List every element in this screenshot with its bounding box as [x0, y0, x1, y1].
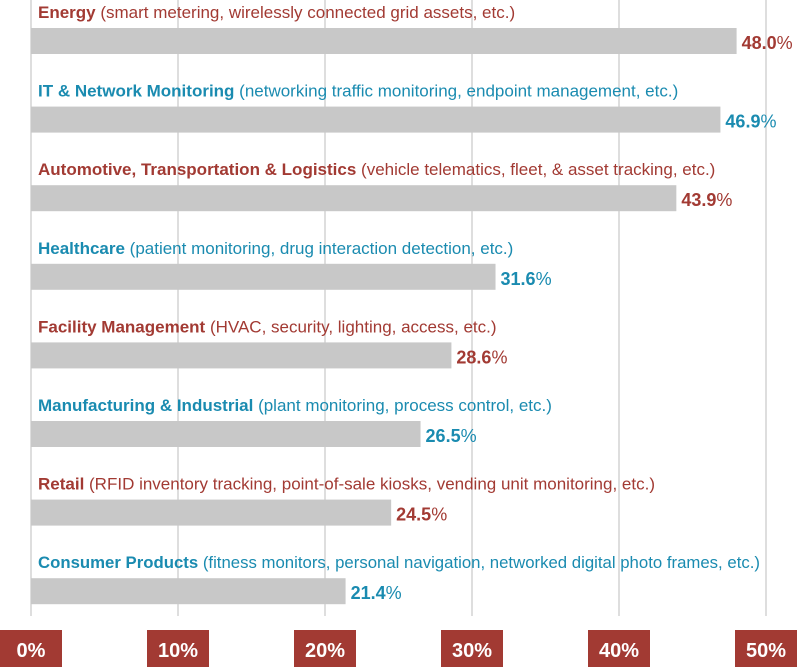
- value-label-3: 31.6%: [501, 269, 552, 289]
- category-label-4: Facility Management (HVAC, security, lig…: [38, 317, 497, 336]
- x-tick-badge-4: [588, 630, 650, 667]
- value-percent-sign-6: %: [431, 505, 447, 525]
- value-number-1: 46.9: [725, 112, 760, 132]
- bar-3: [31, 263, 496, 290]
- x-tick-label-1: 10%: [158, 640, 198, 662]
- x-tick-badge-0: [0, 630, 62, 667]
- bar-2: [31, 185, 677, 212]
- value-number-0: 48.0: [742, 33, 777, 53]
- value-number-2: 43.9: [681, 190, 716, 210]
- category-name-4: Facility Management: [38, 317, 206, 336]
- category-label-6: Retail (RFID inventory tracking, point-o…: [38, 475, 655, 494]
- category-name-0: Energy: [38, 3, 96, 22]
- value-label-4: 28.6%: [456, 347, 507, 367]
- category-description-1: (networking traffic monitoring, endpoint…: [234, 82, 678, 101]
- category-label-7: Consumer Products (fitness monitors, per…: [38, 553, 760, 572]
- value-number-5: 26.5: [426, 426, 461, 446]
- category-name-6: Retail: [38, 475, 84, 494]
- category-label-1: IT & Network Monitoring (networking traf…: [38, 82, 678, 101]
- value-percent-sign-5: %: [461, 426, 477, 446]
- category-label-3: Healthcare (patient monitoring, drug int…: [38, 239, 513, 258]
- value-percent-sign-3: %: [536, 269, 552, 289]
- value-label-6: 24.5%: [396, 505, 447, 525]
- value-label-2: 43.9%: [681, 190, 732, 210]
- category-name-3: Healthcare: [38, 239, 125, 258]
- x-tick-label-5: 50%: [746, 640, 786, 662]
- value-percent-sign-2: %: [716, 190, 732, 210]
- bar-6: [31, 499, 392, 526]
- category-description-7: (fitness monitors, personal navigation, …: [198, 553, 760, 572]
- value-percent-sign-4: %: [491, 347, 507, 367]
- value-number-7: 21.4: [351, 583, 386, 603]
- category-name-1: IT & Network Monitoring: [38, 82, 234, 101]
- value-label-5: 26.5%: [426, 426, 477, 446]
- value-number-3: 31.6: [501, 269, 536, 289]
- category-description-5: (plant monitoring, process control, etc.…: [253, 396, 552, 415]
- x-tick-badge-5: [735, 630, 797, 667]
- bar-4: [31, 342, 452, 369]
- x-tick-label-0: 0%: [17, 640, 46, 662]
- category-description-0: (smart metering, wirelessly connected gr…: [96, 3, 515, 22]
- value-number-6: 24.5: [396, 505, 431, 525]
- value-label-7: 21.4%: [351, 583, 402, 603]
- value-percent-sign-7: %: [386, 583, 402, 603]
- bar-0: [31, 28, 737, 54]
- category-label-2: Automotive, Transportation & Logistics (…: [38, 160, 715, 179]
- value-label-0: 48.0%: [742, 33, 793, 53]
- category-description-2: (vehicle telematics, fleet, & asset trac…: [356, 160, 715, 179]
- category-name-7: Consumer Products: [38, 553, 198, 572]
- category-label-0: Energy (smart metering, wirelessly conne…: [38, 3, 515, 22]
- value-label-1: 46.9%: [725, 112, 776, 132]
- category-label-5: Manufacturing & Industrial (plant monito…: [38, 396, 552, 415]
- category-description-4: (HVAC, security, lighting, access, etc.): [205, 317, 496, 336]
- bar-1: [31, 106, 721, 133]
- bar-7: [31, 578, 346, 605]
- bar-5: [31, 421, 421, 447]
- x-tick-badge-3: [441, 630, 503, 667]
- category-name-2: Automotive, Transportation & Logistics: [38, 160, 356, 179]
- x-tick-label-3: 30%: [452, 640, 492, 662]
- x-tick-badge-2: [294, 630, 356, 667]
- value-percent-sign-1: %: [760, 112, 776, 132]
- category-name-5: Manufacturing & Industrial: [38, 396, 253, 415]
- x-tick-badge-1: [147, 630, 209, 667]
- category-description-3: (patient monitoring, drug interaction de…: [125, 239, 513, 258]
- x-tick-label-4: 40%: [599, 640, 639, 662]
- x-tick-label-2: 20%: [305, 640, 345, 662]
- value-percent-sign-0: %: [777, 33, 793, 53]
- category-description-6: (RFID inventory tracking, point-of-sale …: [84, 475, 655, 494]
- value-number-4: 28.6: [456, 347, 491, 367]
